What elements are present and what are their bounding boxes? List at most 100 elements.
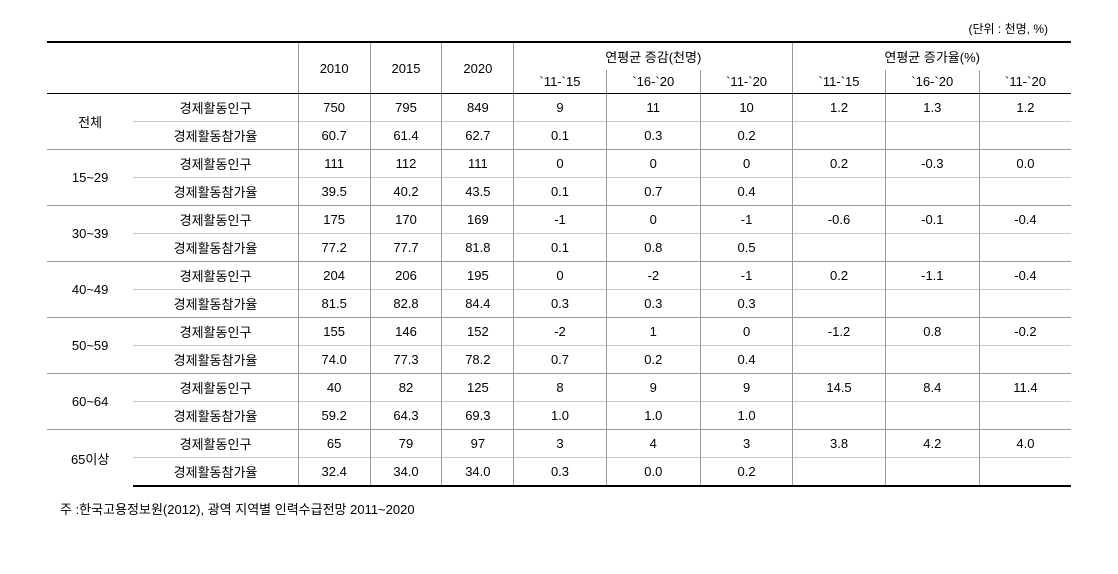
metric-cell: 경제활동인구	[133, 94, 298, 122]
value-cell: -0.2	[979, 318, 1071, 346]
value-cell: 0.2	[793, 262, 885, 290]
value-cell: 0	[514, 150, 606, 178]
metric-cell: 경제활동참가율	[133, 178, 298, 206]
category-cell: 전체	[47, 94, 133, 150]
metric-cell: 경제활동인구	[133, 318, 298, 346]
value-cell: 81.8	[442, 234, 514, 262]
value-cell: 111	[442, 150, 514, 178]
value-cell	[979, 458, 1071, 487]
value-cell: 43.5	[442, 178, 514, 206]
value-cell: 60.7	[298, 122, 370, 150]
value-cell	[979, 290, 1071, 318]
value-cell: 0.4	[700, 178, 792, 206]
value-cell: 84.4	[442, 290, 514, 318]
header-row-1: 2010 2015 2020 연평균 증감(천명) 연평균 증가율(%)	[47, 42, 1071, 70]
value-cell: 0.2	[606, 346, 700, 374]
table-row: 경제활동참가율77.277.781.80.10.80.5	[47, 234, 1071, 262]
table-row: 경제활동참가율81.582.884.40.30.30.3	[47, 290, 1071, 318]
value-cell: 1	[606, 318, 700, 346]
table-body: 전체경제활동인구750795849911101.21.31.2경제활동참가율60…	[47, 94, 1071, 487]
value-cell: 0	[606, 150, 700, 178]
value-cell: 82.8	[370, 290, 442, 318]
value-cell: 0.5	[700, 234, 792, 262]
value-cell	[885, 178, 979, 206]
value-cell	[979, 234, 1071, 262]
value-cell	[793, 122, 885, 150]
metric-cell: 경제활동인구	[133, 262, 298, 290]
value-cell: 8.4	[885, 374, 979, 402]
value-cell: 0	[514, 262, 606, 290]
metric-cell: 경제활동참가율	[133, 122, 298, 150]
value-cell: 1.0	[606, 402, 700, 430]
value-cell	[885, 402, 979, 430]
value-cell: 112	[370, 150, 442, 178]
value-cell	[979, 402, 1071, 430]
value-cell: 0.7	[606, 178, 700, 206]
value-cell: 795	[370, 94, 442, 122]
metric-cell: 경제활동참가율	[133, 290, 298, 318]
value-cell: -2	[606, 262, 700, 290]
value-cell	[793, 178, 885, 206]
metric-cell: 경제활동인구	[133, 150, 298, 178]
value-cell: -0.1	[885, 206, 979, 234]
metric-cell: 경제활동참가율	[133, 458, 298, 487]
footnote: 주 :한국고용정보원(2012), 광역 지역별 인력수급전망 2011~202…	[60, 499, 1098, 518]
value-cell: 1.3	[885, 94, 979, 122]
value-cell: 0.2	[793, 150, 885, 178]
header-change-11-20: `11-`20	[700, 70, 792, 94]
value-cell: -1	[700, 206, 792, 234]
header-empty	[47, 42, 298, 94]
value-cell: 78.2	[442, 346, 514, 374]
value-cell: 0	[700, 318, 792, 346]
value-cell: 97	[442, 430, 514, 458]
value-cell	[885, 346, 979, 374]
value-cell: 0.1	[514, 234, 606, 262]
table-row: 경제활동참가율39.540.243.50.10.70.4	[47, 178, 1071, 206]
value-cell: 1.2	[979, 94, 1071, 122]
value-cell: 77.2	[298, 234, 370, 262]
value-cell	[885, 234, 979, 262]
value-cell: 0	[606, 206, 700, 234]
value-cell: 0.8	[885, 318, 979, 346]
table-row: 전체경제활동인구750795849911101.21.31.2	[47, 94, 1071, 122]
value-cell: 9	[700, 374, 792, 402]
value-cell	[979, 178, 1071, 206]
value-cell	[885, 458, 979, 487]
value-cell: 34.0	[370, 458, 442, 487]
value-cell: 125	[442, 374, 514, 402]
value-cell	[793, 346, 885, 374]
header-2015: 2015	[370, 42, 442, 94]
value-cell: -0.4	[979, 206, 1071, 234]
value-cell	[793, 458, 885, 487]
value-cell: 74.0	[298, 346, 370, 374]
value-cell	[793, 402, 885, 430]
value-cell: 169	[442, 206, 514, 234]
value-cell: 3	[514, 430, 606, 458]
value-cell: 0.3	[606, 290, 700, 318]
metric-cell: 경제활동인구	[133, 206, 298, 234]
value-cell: 0.8	[606, 234, 700, 262]
value-cell: -1	[700, 262, 792, 290]
value-cell: 40.2	[370, 178, 442, 206]
header-rate-11-15: `11-`15	[793, 70, 885, 94]
value-cell: 69.3	[442, 402, 514, 430]
header-annual-change: 연평균 증감(천명)	[514, 42, 793, 70]
metric-cell: 경제활동인구	[133, 430, 298, 458]
value-cell: 0.2	[700, 122, 792, 150]
value-cell	[885, 122, 979, 150]
value-cell: 11.4	[979, 374, 1071, 402]
value-cell: 4.2	[885, 430, 979, 458]
value-cell	[885, 290, 979, 318]
value-cell: 8	[514, 374, 606, 402]
table-row: 30~39경제활동인구175170169-10-1-0.6-0.1-0.4	[47, 206, 1071, 234]
value-cell: 146	[370, 318, 442, 346]
table-row: 65이상경제활동인구6579973433.84.24.0	[47, 430, 1071, 458]
value-cell: 32.4	[298, 458, 370, 487]
value-cell: 0.2	[700, 458, 792, 487]
value-cell: 59.2	[298, 402, 370, 430]
value-cell	[979, 346, 1071, 374]
value-cell: 111	[298, 150, 370, 178]
table-row: 경제활동참가율59.264.369.31.01.01.0	[47, 402, 1071, 430]
value-cell: 14.5	[793, 374, 885, 402]
value-cell: -1	[514, 206, 606, 234]
